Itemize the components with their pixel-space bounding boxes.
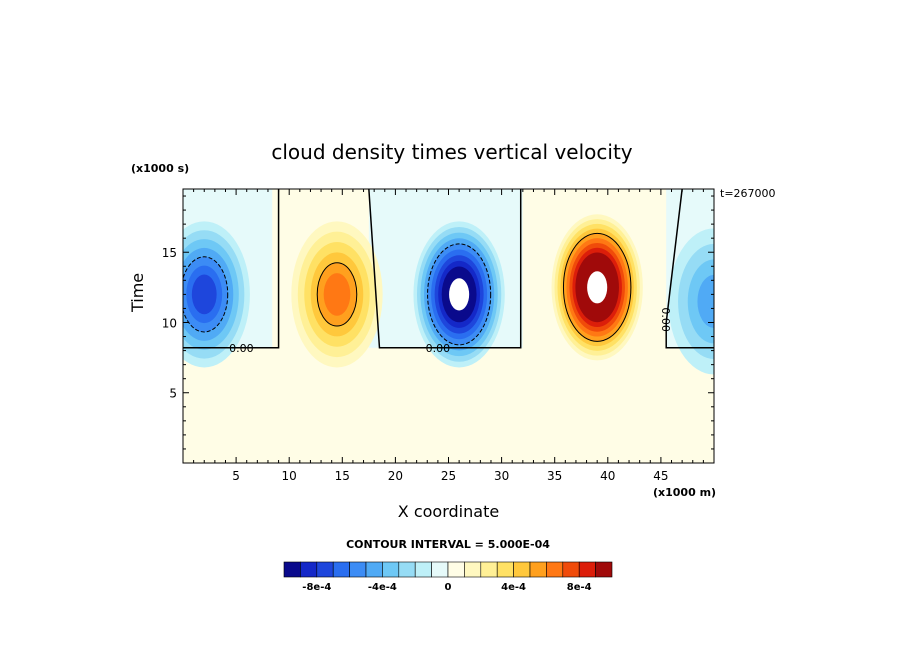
colorbar-tick-label: -8e-4	[302, 582, 331, 593]
colorbar-swatch	[480, 561, 498, 578]
downdraft-cell-3-level-4	[697, 274, 714, 328]
colorbar-swatch	[365, 561, 383, 578]
x-tick-label: 5	[232, 469, 240, 483]
colorbar-swatch	[546, 561, 564, 578]
x-axis-scale-label: (x1000 m)	[653, 486, 717, 499]
x-tick-label: 30	[494, 469, 509, 483]
colorbar-swatch	[496, 561, 514, 578]
colorbar-swatch	[595, 561, 613, 578]
updraft-cell-2-core	[587, 271, 608, 304]
x-tick-label: 45	[653, 469, 668, 483]
updraft-cell-2	[551, 214, 643, 361]
x-tick-label: 25	[441, 469, 456, 483]
colorbar-swatch	[562, 561, 580, 578]
colorbar-swatch	[464, 561, 482, 578]
y-tick-label: 5	[169, 387, 177, 401]
y-axis-label: Time	[128, 272, 147, 312]
colorbar-swatch	[300, 561, 318, 578]
colorbar-tick-label: 0	[445, 582, 452, 593]
colorbar-swatch	[332, 561, 350, 578]
colorbar-swatch	[382, 561, 400, 578]
chart-title: cloud density times vertical velocity	[271, 140, 633, 164]
updraft-cell-1-contour	[316, 262, 358, 327]
y-tick-label: 15	[162, 246, 177, 260]
colorbar-tick-label: 8e-4	[567, 582, 592, 593]
downdraft-cell-2-core	[449, 278, 470, 311]
colorbar-swatch	[529, 561, 547, 578]
x-tick-label: 20	[388, 469, 403, 483]
x-axis-label: X coordinate	[397, 502, 500, 521]
zero-contour-line-1	[183, 189, 280, 349]
y-tick-label: 10	[162, 316, 177, 330]
time-stamp-label: t=267000	[720, 187, 776, 200]
colorbar-swatch	[349, 561, 367, 578]
contour-label: 0.00	[426, 342, 451, 355]
colorbar-swatch	[414, 561, 432, 578]
x-tick-label: 10	[282, 469, 297, 483]
zero-contour	[183, 189, 714, 349]
zero-contour-line-2	[368, 189, 522, 349]
colorbar-swatch	[316, 561, 334, 578]
contour-interval-label: CONTOUR INTERVAL = 5.000E-04	[346, 538, 550, 551]
y-axis-scale-label: (x1000 s)	[131, 162, 190, 175]
downdraft-cell-1-contour	[183, 256, 229, 333]
downdraft-cell-2-contour	[427, 243, 492, 346]
colorbar-swatch	[431, 561, 449, 578]
colorbar-swatch	[283, 561, 301, 578]
colorbar-swatch	[578, 561, 596, 578]
updraft-cell-1	[291, 221, 383, 368]
contour-field	[183, 189, 714, 375]
colorbar: -8e-4 -4e-4 0 4e-4 8e-4	[283, 561, 613, 593]
colorbar-swatch	[513, 561, 531, 578]
x-tick-label: 35	[547, 469, 562, 483]
downdraft-cell-3	[668, 228, 714, 375]
colorbar-tick-label: 4e-4	[501, 582, 526, 593]
contour-label: 0.00	[659, 307, 672, 332]
zero-contour-line-3	[665, 189, 714, 349]
contour-label: 0.00	[229, 342, 254, 355]
downdraft-cell-1-level-7	[191, 274, 217, 315]
colorbar-swatch	[447, 561, 465, 578]
updraft-cell-1-level-6	[323, 273, 351, 316]
downdraft-cell-2	[413, 221, 505, 368]
downdraft-cell-1	[183, 221, 250, 368]
x-tick-label: 15	[335, 469, 350, 483]
updraft-cell-2-contour	[562, 232, 632, 342]
colorbar-swatch	[398, 561, 416, 578]
colorbar-tick-label: -4e-4	[368, 582, 397, 593]
x-tick-label: 40	[600, 469, 615, 483]
